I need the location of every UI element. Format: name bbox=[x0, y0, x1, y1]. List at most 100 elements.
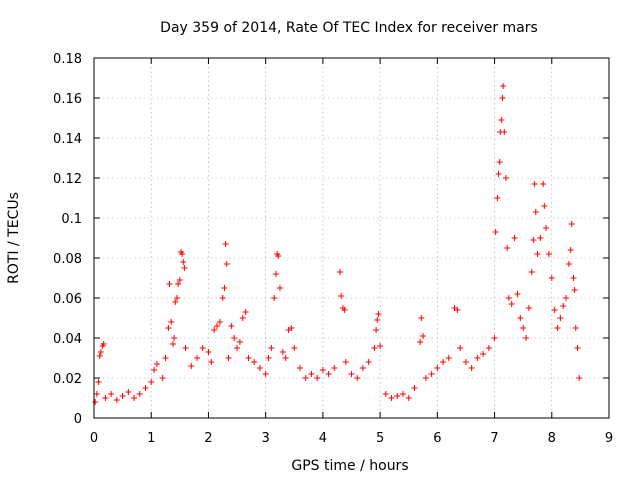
data-point bbox=[540, 181, 547, 187]
data-point bbox=[551, 307, 558, 313]
data-point bbox=[508, 301, 515, 307]
data-point bbox=[462, 359, 469, 365]
y-tick-label: 0.14 bbox=[53, 132, 82, 147]
data-point bbox=[92, 399, 99, 405]
data-point bbox=[172, 299, 179, 305]
data-point bbox=[496, 159, 503, 165]
data-point bbox=[265, 355, 272, 361]
data-point bbox=[221, 285, 228, 291]
data-point bbox=[572, 325, 579, 331]
data-point bbox=[501, 129, 508, 135]
data-point bbox=[411, 385, 418, 391]
data-point bbox=[342, 359, 349, 365]
data-point bbox=[563, 295, 570, 301]
data-point bbox=[532, 209, 539, 215]
data-point bbox=[520, 325, 527, 331]
data-point bbox=[268, 345, 275, 351]
data-point bbox=[142, 385, 149, 391]
data-point bbox=[108, 391, 115, 397]
data-point bbox=[373, 327, 380, 333]
data-point bbox=[179, 251, 186, 257]
data-point bbox=[96, 353, 103, 359]
data-point bbox=[256, 365, 263, 371]
data-point bbox=[534, 251, 541, 257]
data-point bbox=[503, 175, 509, 181]
data-point bbox=[234, 345, 241, 351]
y-axis-title: ROTI / TECUs bbox=[6, 192, 22, 284]
x-axis-ticks: 0 1 2 3 4 5 6 7 8 9 bbox=[90, 58, 613, 446]
data-point bbox=[175, 281, 182, 287]
data-point bbox=[468, 365, 475, 371]
data-point bbox=[338, 293, 345, 299]
data-point bbox=[188, 363, 195, 369]
data-point bbox=[545, 251, 552, 257]
data-point bbox=[223, 261, 230, 267]
data-point bbox=[176, 277, 183, 283]
data-point bbox=[418, 315, 425, 321]
data-point bbox=[504, 245, 511, 251]
data-point bbox=[162, 355, 169, 361]
data-point bbox=[375, 311, 382, 317]
plot-frame bbox=[93, 57, 610, 419]
data-point bbox=[136, 391, 143, 397]
data-point bbox=[523, 335, 530, 341]
data-point bbox=[394, 393, 401, 399]
x-tick-label: 4 bbox=[319, 431, 327, 446]
data-point bbox=[180, 259, 187, 265]
x-tick-label: 5 bbox=[376, 431, 384, 446]
data-point bbox=[388, 395, 395, 401]
data-point bbox=[491, 335, 498, 341]
data-point bbox=[245, 355, 252, 361]
data-point bbox=[480, 351, 487, 357]
data-point bbox=[531, 181, 538, 187]
data-point bbox=[505, 295, 512, 301]
data-point bbox=[194, 355, 200, 361]
data-point bbox=[165, 325, 172, 331]
data-point bbox=[571, 287, 578, 293]
data-point bbox=[125, 389, 132, 395]
data-point bbox=[525, 305, 532, 311]
data-point bbox=[153, 361, 160, 367]
data-point bbox=[494, 195, 501, 201]
data-point bbox=[148, 379, 155, 385]
data-point bbox=[511, 235, 518, 241]
data-point bbox=[557, 315, 564, 321]
data-point bbox=[348, 371, 355, 377]
data-point bbox=[341, 307, 348, 313]
data-point bbox=[325, 371, 332, 377]
y-axis-ticks: 0 0.02 0.04 0.06 0.08 0.1 0.12 0.14 0.16 0.18 bbox=[53, 52, 609, 427]
x-tick-label: 1 bbox=[147, 431, 155, 446]
data-point bbox=[365, 359, 372, 365]
data-point bbox=[319, 367, 326, 373]
y-tick-label: 0.12 bbox=[53, 172, 82, 187]
x-tick-label: 2 bbox=[204, 431, 212, 446]
data-point bbox=[560, 303, 567, 309]
data-point bbox=[211, 327, 218, 333]
data-point bbox=[517, 315, 524, 321]
data-point bbox=[208, 359, 215, 365]
data-point bbox=[485, 345, 492, 351]
data-point bbox=[214, 323, 221, 329]
data-point bbox=[422, 375, 429, 381]
data-point bbox=[282, 355, 289, 361]
data-point bbox=[171, 335, 178, 341]
data-point bbox=[420, 333, 427, 339]
data-point bbox=[302, 375, 309, 381]
x-tick-label: 9 bbox=[605, 431, 613, 446]
data-point bbox=[498, 117, 505, 123]
data-point bbox=[359, 365, 366, 371]
data-point bbox=[308, 371, 315, 377]
data-point bbox=[530, 237, 537, 243]
y-tick-label: 0 bbox=[74, 412, 82, 427]
data-point bbox=[417, 339, 424, 345]
data-point bbox=[548, 275, 555, 281]
data-point bbox=[499, 95, 506, 101]
y-tick-label: 0.02 bbox=[53, 372, 82, 387]
data-point bbox=[543, 225, 550, 231]
data-point bbox=[528, 269, 535, 275]
data-point bbox=[514, 291, 521, 297]
data-point bbox=[314, 375, 321, 381]
data-point bbox=[222, 241, 229, 247]
data-point bbox=[166, 281, 173, 287]
